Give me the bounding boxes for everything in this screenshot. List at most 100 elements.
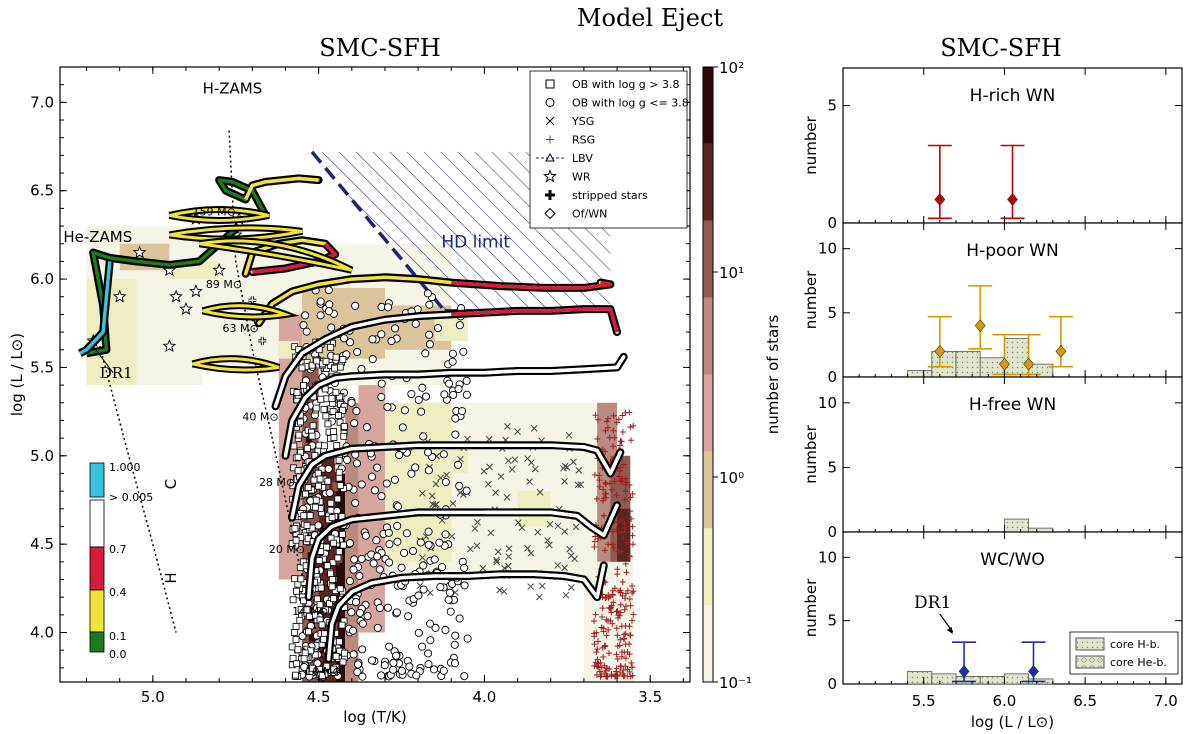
ob-square-marker xyxy=(328,576,336,583)
ob-circle-marker xyxy=(377,671,386,680)
ob-square-marker xyxy=(317,584,325,592)
rsg-marker xyxy=(622,496,629,503)
ob-square-marker xyxy=(304,484,312,492)
ob-square-marker xyxy=(322,412,330,420)
ob-circle-marker xyxy=(459,347,468,356)
surface-h-segment xyxy=(89,631,105,653)
histogram-bar-core-h xyxy=(1004,338,1030,378)
surface-h-label: H xyxy=(162,572,180,583)
rsg-marker xyxy=(617,438,624,445)
rsg-marker xyxy=(616,473,623,480)
ysg-marker xyxy=(508,466,516,473)
ob-square-marker xyxy=(300,597,307,605)
ob-circle-marker xyxy=(393,502,403,511)
colorbar-segment xyxy=(703,220,713,298)
ob-square-marker xyxy=(335,456,343,464)
rsg-marker xyxy=(618,517,625,524)
ob-circle-marker xyxy=(349,565,358,574)
ob-square-marker xyxy=(289,654,297,662)
mass-label: 10 M⊙ xyxy=(305,665,341,678)
rsg-marker xyxy=(614,608,621,615)
legend-circle-icon xyxy=(545,98,555,107)
ysg-marker xyxy=(574,481,582,489)
ob-circle-marker xyxy=(397,563,406,572)
ob-circle-marker xyxy=(387,336,396,346)
ob-circle-marker xyxy=(358,672,367,681)
ob-square-marker xyxy=(324,420,332,428)
ob-circle-marker xyxy=(417,407,426,416)
rsg-marker xyxy=(622,475,629,482)
rsg-marker xyxy=(619,412,626,419)
x-tick-label: 5.5 xyxy=(912,692,936,710)
legend-core-he-swatch xyxy=(1075,655,1105,669)
ysg-marker xyxy=(561,564,568,572)
rsg-marker xyxy=(616,549,623,556)
rsg-marker xyxy=(617,636,624,643)
ysg-marker xyxy=(504,423,511,430)
rsg-marker xyxy=(613,651,620,658)
ysg-marker xyxy=(467,545,474,553)
ob-circle-marker xyxy=(368,355,377,364)
ob-circle-marker xyxy=(451,631,460,640)
legend-label: OB with log g > 3.8 xyxy=(572,78,680,91)
ob-square-marker xyxy=(293,389,301,396)
rsg-marker xyxy=(603,490,610,497)
ob-circle-marker xyxy=(397,666,406,675)
wr-star-marker xyxy=(162,338,177,353)
mass-label: 14 M⊙ xyxy=(292,605,328,618)
ob-square-marker xyxy=(320,635,327,643)
rsg-marker xyxy=(603,673,610,680)
y-tick-label: 6.5 xyxy=(30,182,54,200)
observed-count-marker xyxy=(1028,664,1039,678)
ob-square-marker xyxy=(312,404,320,412)
ob-circle-marker xyxy=(412,671,421,680)
observed-count-marker xyxy=(1007,193,1018,206)
ob-square-marker xyxy=(318,621,326,629)
rsg-marker xyxy=(591,543,598,550)
ob-square-marker xyxy=(330,665,337,673)
ob-circle-marker xyxy=(430,555,439,564)
ob-circle-marker xyxy=(441,530,450,539)
rsg-marker xyxy=(623,539,630,546)
ysg-marker xyxy=(572,523,580,531)
rsg-marker xyxy=(595,638,602,645)
ob-circle-marker xyxy=(455,614,464,623)
ob-square-marker xyxy=(289,596,297,604)
ob-circle-marker xyxy=(316,297,325,306)
rsg-marker xyxy=(620,667,627,674)
ob-circle-marker xyxy=(342,350,351,359)
rsg-marker xyxy=(611,478,618,485)
ysg-marker xyxy=(528,459,535,466)
ob-square-marker xyxy=(328,514,336,521)
rsg-marker xyxy=(621,635,628,642)
legend-core-h-swatch xyxy=(1075,637,1105,651)
loop-track xyxy=(192,357,280,372)
ob-circle-marker xyxy=(362,423,371,432)
surface-h-segment xyxy=(89,546,105,591)
track-40-late-phase xyxy=(451,307,619,333)
heatmap-cell xyxy=(331,471,338,481)
y-tick-label: 5.5 xyxy=(30,358,54,376)
ob-circle-marker xyxy=(407,469,416,478)
ob-circle-marker xyxy=(414,395,423,404)
ob-square-marker xyxy=(293,660,301,668)
ob-circle-marker xyxy=(407,389,416,399)
ysg-marker xyxy=(561,478,568,485)
ob-square-marker xyxy=(300,655,308,663)
heatmap-cell xyxy=(335,473,346,682)
ob-square-marker xyxy=(329,408,337,415)
rsg-marker xyxy=(600,495,607,502)
loop-track xyxy=(169,207,270,222)
ob-square-marker xyxy=(303,606,311,614)
y-tick-label: 0 xyxy=(827,523,837,541)
ob-circle-marker xyxy=(345,539,354,548)
rsg-marker xyxy=(622,641,629,648)
ob-circle-marker xyxy=(369,559,378,568)
mass-label: 28 M⊙ xyxy=(259,476,295,489)
rsg-marker xyxy=(614,566,621,573)
rsg-marker xyxy=(594,416,601,423)
ob-circle-marker xyxy=(380,661,389,670)
track-28-late-phase xyxy=(451,355,626,375)
ob-circle-marker xyxy=(451,430,460,439)
colorbar-segment xyxy=(703,605,713,682)
